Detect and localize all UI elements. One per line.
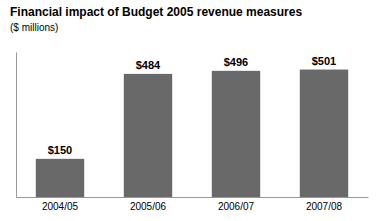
data-label: $150 — [48, 144, 72, 156]
y-axis-line — [16, 53, 17, 198]
chart: Financial impact of Budget 2005 revenue … — [0, 0, 378, 221]
data-label: $501 — [312, 55, 336, 67]
x-axis-line — [17, 197, 369, 198]
x-tick-label: 2007/08 — [306, 201, 343, 212]
data-label: $484 — [136, 59, 161, 71]
bar — [300, 70, 348, 197]
bar — [212, 71, 260, 197]
title: Financial impact of Budget 2005 revenue … — [10, 5, 302, 19]
bar — [36, 159, 84, 197]
plot: 2004/05 2005/06 2006/07 2007/08 $150 $484 $496… — [17, 53, 369, 213]
x-tick-label: 2004/05 — [42, 201, 79, 212]
x-tick-label: 2005/06 — [130, 201, 167, 212]
x-tick: 2007/08 — [306, 201, 343, 212]
subtitle: ($ millions) — [10, 22, 58, 33]
x-axis: 2004/05 2005/06 2006/07 2007/08 — [17, 198, 369, 213]
data-label: $496 — [224, 56, 248, 68]
x-tick-label: 2006/07 — [218, 201, 255, 212]
data-labels: $150 $484 $496 $501 — [48, 55, 336, 156]
bar — [124, 74, 172, 197]
x-tick: 2005/06 — [130, 201, 167, 212]
x-tick: 2004/05 — [42, 201, 79, 212]
x-tick: 2006/07 — [218, 201, 255, 212]
bars — [36, 70, 348, 197]
y-axis — [16, 53, 17, 198]
